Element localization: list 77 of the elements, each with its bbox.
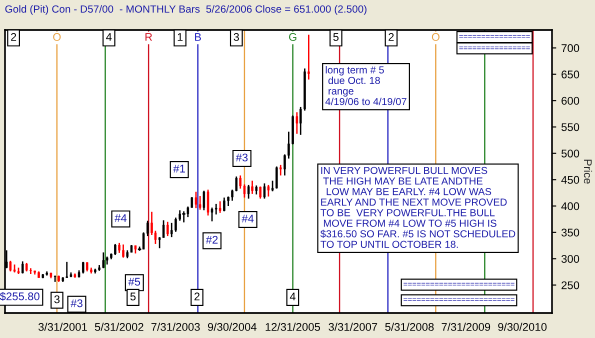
candlestick	[276, 166, 278, 190]
x-tick-label: 5/31/2002	[94, 322, 144, 331]
candlestick	[30, 268, 32, 275]
y-tick-label: 500	[561, 150, 580, 158]
y-tick-label: 550	[561, 123, 580, 132]
y-tick-label: 600	[562, 96, 580, 105]
candlestick	[170, 222, 173, 238]
y-tick-label: 250	[562, 281, 580, 290]
candlestick	[122, 244, 124, 258]
candlestick	[267, 184, 270, 198]
x-tick-label: 7/31/2009	[442, 322, 490, 331]
y-tick-label: 450	[561, 176, 580, 184]
annotation: long term # 5 due Oct. 18 range 4/19/06 to 4/19/07	[325, 66, 406, 106]
annotation: 3	[234, 33, 239, 41]
candlestick	[194, 191, 198, 209]
x-tick-label: 12/31/2005	[266, 322, 320, 331]
candlestick	[263, 182, 266, 200]
candlestick	[54, 274, 56, 283]
annotation: #2	[206, 236, 218, 244]
candlestick	[150, 211, 153, 236]
annotation: 4	[290, 292, 296, 300]
ref-line-label: G	[289, 33, 296, 41]
candlestick	[66, 261, 68, 278]
candlestick	[9, 260, 12, 272]
annotation: $255.80	[0, 292, 40, 301]
ref-line-label: R	[145, 33, 152, 41]
candlestick	[210, 206, 214, 222]
annotation: 2	[194, 292, 200, 300]
candlestick	[206, 188, 210, 216]
y-tick-label: 400	[561, 202, 580, 210]
y-tick-label: 350	[561, 228, 580, 237]
x-tick-label: 3/31/2007	[328, 322, 378, 331]
annotation: 2	[11, 33, 16, 41]
y-tick-label: 700	[562, 44, 580, 52]
annotation: IN VERY POWERFUL BULL MOVES THE HIGH MAY BE LATE ANDTHE LOW MAY BE EARLY. #4 LOW WAS EARLY AND THE NEXT MOVE PROVED TO BE VERY POWERFUL.THE BULL MOVE FROM #4 LOW TO #5 HIGH IS $316.50 SO FAR. #5 IS NOT SCHEDULED TO TOP UNTIL OCTOBER 18.	[320, 166, 516, 248]
annotation: 4	[106, 33, 112, 41]
x-tick-label: 5/31/2008	[385, 322, 434, 331]
x-tick-label: 3/31/2001	[38, 322, 87, 331]
candlestick	[259, 186, 262, 200]
candlestick	[21, 260, 24, 274]
candlestick	[162, 220, 165, 238]
candlestick	[279, 164, 282, 176]
x-tick-label: 9/30/2010	[498, 322, 547, 331]
candlestick	[218, 200, 222, 214]
candlestick	[223, 196, 226, 212]
candlestick	[114, 243, 116, 256]
candlestick	[118, 242, 120, 254]
candlestick	[214, 203, 218, 216]
candlestick	[166, 221, 169, 237]
candlestick	[296, 112, 298, 135]
ref-line-label: O	[53, 33, 61, 41]
annotation: 3	[54, 295, 60, 304]
candlestick	[174, 216, 177, 233]
candlestick	[308, 34, 310, 80]
candlestick	[202, 190, 206, 211]
annotation: #4	[114, 214, 127, 222]
candlestick	[247, 184, 250, 200]
ref-line-label: O	[432, 33, 440, 41]
annotation: #5	[128, 278, 140, 286]
annotation: 2	[388, 33, 394, 41]
chart-title: Gold (Pit) Con - D57/00 - MONTHLY Bars 5/26/2006 Close = 651.000 (2.500)	[5, 5, 366, 15]
y-tick-label: 650	[562, 70, 580, 78]
annotation: #3	[70, 299, 82, 308]
y-tick-label: 300	[561, 254, 580, 263]
annotation: #1	[173, 164, 185, 172]
candlestick	[198, 195, 202, 210]
annotation: 5	[333, 33, 339, 41]
x-tick-label: 7/31/2003	[151, 322, 200, 331]
annotation: 1	[178, 33, 183, 41]
ref-line-label: B	[195, 33, 201, 41]
candlestick	[251, 180, 254, 195]
annotation: #3	[236, 154, 248, 162]
annotation: #4	[242, 214, 254, 222]
y-axis-title: Price	[584, 160, 592, 184]
candlestick	[102, 252, 105, 269]
annotation: 5	[130, 292, 136, 300]
x-tick-label: 9/30/2004	[208, 322, 257, 331]
